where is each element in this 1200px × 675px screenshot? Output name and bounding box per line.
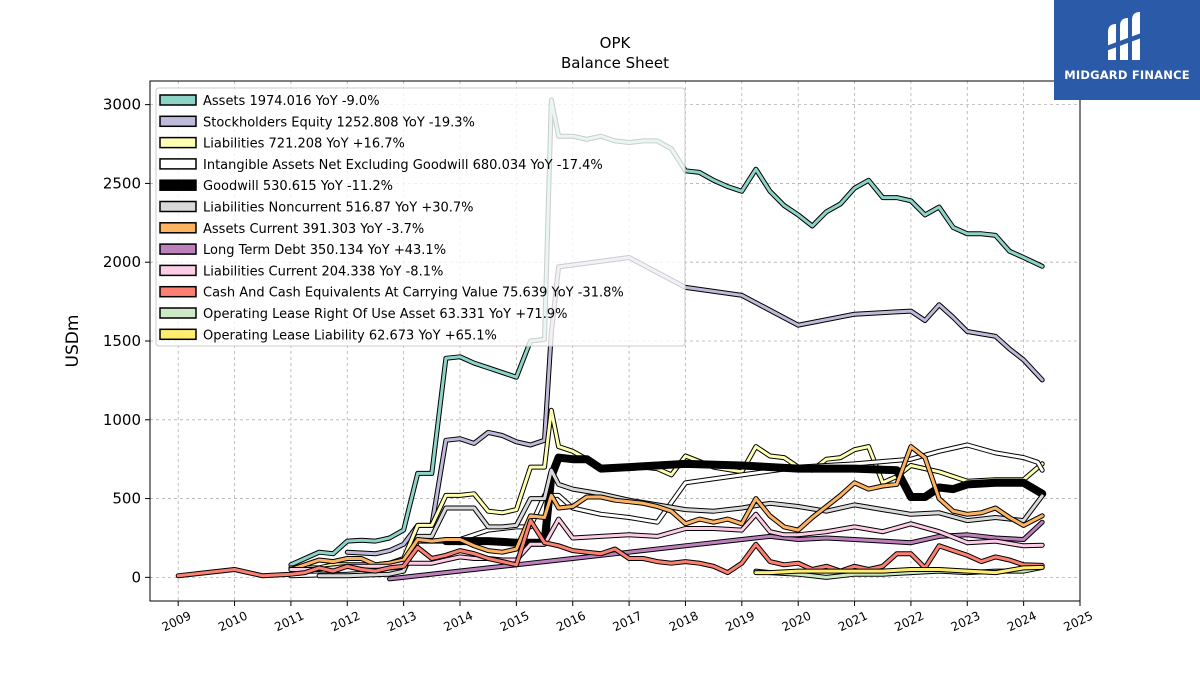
x-tick-label: 2012 <box>329 609 363 635</box>
legend-entry: Stockholders Equity 1252.808 YoY -19.3% <box>159 115 475 130</box>
y-tick-label: 1500 <box>103 332 141 350</box>
legend-swatch <box>159 136 197 149</box>
legend-swatch <box>159 222 197 234</box>
series-line-fill <box>388 520 1044 581</box>
legend-entry: Liabilities Noncurrent 516.87 YoY +30.7% <box>159 200 474 216</box>
legend-label: Stockholders Equity 1252.808 YoY -19.3% <box>203 115 475 130</box>
midgard-logo-icon <box>1106 12 1144 60</box>
x-tick-label: 2019 <box>723 609 757 635</box>
x-tick-label: 2013 <box>385 609 419 635</box>
legend-entry: Intangible Assets Net Excluding Goodwill… <box>159 158 603 173</box>
legend-entry: Operating Lease Liability 62.673 YoY +65… <box>159 328 497 343</box>
legend-swatch <box>159 307 197 319</box>
legend-swatch <box>159 94 197 106</box>
x-tick-label: 2024 <box>1005 609 1039 635</box>
series-line-fill <box>317 468 1044 578</box>
brand-logo: MIDGARD FINANCE <box>1054 0 1200 100</box>
x-tick-label: 2009 <box>160 609 194 635</box>
legend-label: Assets Current 391.303 YoY -3.7% <box>203 222 424 237</box>
x-tick-label: 2025 <box>1062 609 1096 635</box>
legend-entry: Operating Lease Right Of Use Asset 63.33… <box>159 307 567 322</box>
series-line-fill <box>754 565 1044 575</box>
x-tick-label: 2011 <box>272 609 306 635</box>
x-tick-label: 2010 <box>216 609 250 635</box>
x-tick-label: 2022 <box>892 609 926 635</box>
y-axis-label: USDm <box>63 315 83 368</box>
legend-label: Operating Lease Liability 62.673 YoY +65… <box>203 328 497 343</box>
legend-label: Liabilities Noncurrent 516.87 YoY +30.7% <box>203 201 474 216</box>
legend-swatch <box>159 264 197 277</box>
legend-entry: Assets 1974.016 YoY -9.0% <box>159 94 380 109</box>
legend-label: Assets 1974.016 YoY -9.0% <box>203 94 380 109</box>
brand-name: MIDGARD FINANCE <box>1064 68 1190 82</box>
y-tick-label: 0 <box>131 568 141 586</box>
legend-entry: Cash And Cash Equivalents At Carrying Va… <box>159 285 624 301</box>
legend-entry: Liabilities Current 204.338 YoY -8.1% <box>159 264 443 279</box>
legend-box <box>155 87 686 347</box>
legend-label: Liabilities 721.208 YoY +16.7% <box>203 137 405 152</box>
chart-title: OPK <box>600 34 632 52</box>
legend-label: Intangible Assets Net Excluding Goodwill… <box>203 158 603 173</box>
legend-entry: Liabilities 721.208 YoY +16.7% <box>159 136 405 152</box>
series-line <box>316 467 1045 579</box>
legend-label: Operating Lease Right Of Use Asset 63.33… <box>203 307 567 322</box>
legend: Assets 1974.016 YoY -9.0% Stockholders Eq… <box>155 87 686 347</box>
legend-label: Long Term Debt 350.134 YoY +43.1% <box>203 243 446 258</box>
legend-label: Goodwill 530.615 YoY -11.2% <box>203 179 393 194</box>
y-tick-label: 500 <box>112 490 141 508</box>
legend-entry: Goodwill 530.615 YoY -11.2% <box>159 179 393 194</box>
series-line-fill <box>289 445 1044 571</box>
x-tick-label: 2017 <box>611 609 645 635</box>
series-line <box>175 518 1045 579</box>
legend-swatch <box>159 243 197 255</box>
series-line-fill <box>176 519 1044 578</box>
y-tick-label: 3000 <box>103 96 141 114</box>
legend-swatch <box>159 328 197 341</box>
legend-label: Cash And Cash Equivalents At Carrying Va… <box>203 286 624 301</box>
x-tick-label: 2014 <box>442 609 476 635</box>
y-tick-label: 1000 <box>103 411 141 429</box>
legend-swatch <box>159 285 197 298</box>
legend-swatch <box>159 179 197 191</box>
x-tick-label: 2018 <box>667 609 701 635</box>
legend-swatch <box>159 200 197 213</box>
legend-swatch <box>159 115 197 128</box>
y-tick-label: 2000 <box>103 253 141 271</box>
legend-swatch <box>159 158 197 170</box>
legend-entry: Long Term Debt 350.134 YoY +43.1% <box>159 243 446 258</box>
x-tick-label: 2015 <box>498 609 532 635</box>
series-line <box>288 444 1045 572</box>
x-tick-label: 2021 <box>836 609 870 635</box>
series-line <box>753 564 1045 576</box>
legend-entry: Assets Current 391.303 YoY -3.7% <box>159 222 424 237</box>
x-tick-label: 2023 <box>949 609 983 635</box>
legend-label: Liabilities Current 204.338 YoY -8.1% <box>203 264 443 279</box>
y-tick-label: 2500 <box>103 174 141 192</box>
chart-subtitle: Balance Sheet <box>561 54 669 72</box>
series-line <box>387 519 1045 582</box>
x-tick-label: 2020 <box>780 609 814 635</box>
x-tick-label: 2016 <box>554 609 588 635</box>
